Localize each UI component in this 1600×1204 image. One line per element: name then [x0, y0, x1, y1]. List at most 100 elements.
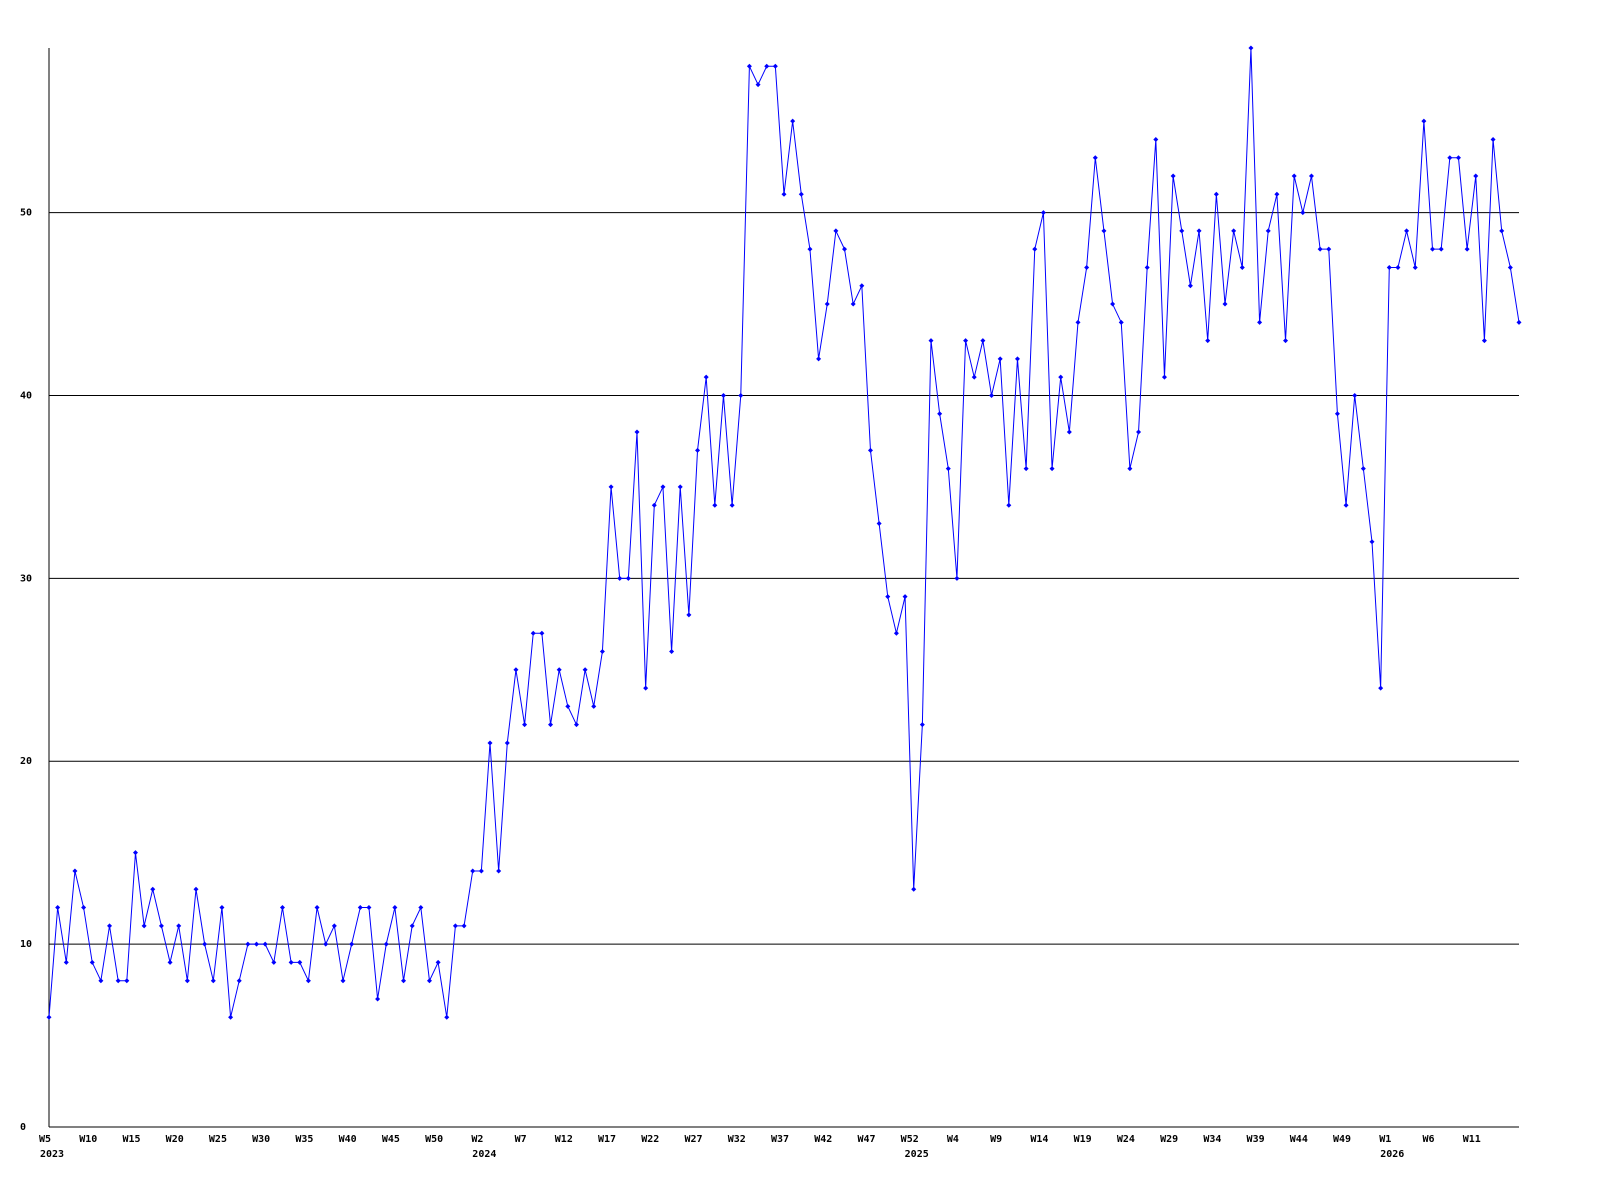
x-tick-label: W14 [1030, 1134, 1048, 1145]
data-point [1118, 319, 1124, 325]
data-point [651, 502, 657, 508]
data-point [1213, 191, 1219, 197]
data-point [184, 978, 190, 984]
y-tick-label: 30 [20, 573, 32, 584]
data-point [539, 630, 545, 636]
x-tick-label: W10 [79, 1134, 97, 1145]
data-point [487, 740, 493, 746]
data-point [599, 649, 605, 655]
data-point [98, 978, 104, 984]
data-point [1473, 173, 1479, 179]
data-point [1205, 338, 1211, 344]
data-point [1378, 685, 1384, 691]
data-point [1101, 228, 1107, 234]
data-point [262, 941, 268, 947]
data-point [1136, 429, 1142, 435]
y-tick-label: 10 [20, 939, 32, 950]
data-point [746, 63, 752, 69]
data-point [1179, 228, 1185, 234]
x-tick-label: W35 [295, 1134, 313, 1145]
data-point [1464, 246, 1470, 252]
data-point [695, 447, 701, 453]
x-tick-label: W11 [1463, 1134, 1481, 1145]
data-point [850, 301, 856, 307]
data-point [677, 484, 683, 490]
data-point [1481, 338, 1487, 344]
data-point [470, 868, 476, 874]
data-point [1352, 392, 1358, 398]
data-point [1395, 264, 1401, 270]
data-point [1239, 264, 1245, 270]
data-point [1170, 173, 1176, 179]
data-point [81, 905, 87, 911]
data-point [1326, 246, 1332, 252]
data-point [383, 941, 389, 947]
x-tick-label: W45 [382, 1134, 400, 1145]
x-tick-label: W50 [425, 1134, 443, 1145]
data-point [1248, 45, 1254, 51]
data-point [971, 374, 977, 380]
data-point [954, 575, 960, 581]
data-point [1369, 539, 1375, 545]
data-point [107, 923, 113, 929]
data-point [919, 722, 925, 728]
data-point [202, 941, 208, 947]
data-point [1187, 283, 1193, 289]
data-point [1447, 155, 1453, 161]
data-point [608, 484, 614, 490]
data-point [556, 667, 562, 673]
data-point [176, 923, 182, 929]
data-point [1317, 246, 1323, 252]
x-year-label: 2024 [472, 1149, 496, 1160]
data-point [401, 978, 407, 984]
x-tick-label: W47 [857, 1134, 875, 1145]
y-tick-label: 0 [20, 1122, 26, 1133]
data-point [833, 228, 839, 234]
data-point [236, 978, 242, 984]
data-point [288, 959, 294, 965]
x-tick-label: W52 [901, 1134, 919, 1145]
x-tick-label: W7 [515, 1134, 527, 1145]
data-point [902, 594, 908, 600]
data-point [72, 868, 78, 874]
data-point [997, 356, 1003, 362]
data-point [1014, 356, 1020, 362]
data-point [1412, 264, 1418, 270]
y-tick-label: 40 [20, 390, 32, 401]
data-point [755, 82, 761, 88]
data-point [1161, 374, 1167, 380]
data-point [478, 868, 484, 874]
data-point [1360, 466, 1366, 472]
data-point [1265, 228, 1271, 234]
data-point [435, 959, 441, 965]
data-point [859, 283, 865, 289]
x-tick-label: W6 [1423, 1134, 1435, 1145]
data-point [1421, 118, 1427, 124]
x-tick-label: W2 [471, 1134, 483, 1145]
x-tick-label: W44 [1290, 1134, 1308, 1145]
x-tick-label: W25 [209, 1134, 227, 1145]
data-point [591, 703, 597, 709]
data-point [1430, 246, 1436, 252]
data-point [1231, 228, 1237, 234]
x-tick-label: W5 [39, 1134, 51, 1145]
data-point [1110, 301, 1116, 307]
data-point [1066, 429, 1072, 435]
data-point [124, 978, 130, 984]
data-point [1499, 228, 1505, 234]
data-point [340, 978, 346, 984]
data-point [409, 923, 415, 929]
data-point [1257, 319, 1263, 325]
data-point [1092, 155, 1098, 161]
data-point [297, 959, 303, 965]
data-point [634, 429, 640, 435]
data-point [548, 722, 554, 728]
data-point [980, 338, 986, 344]
data-point [331, 923, 337, 929]
data-point [928, 338, 934, 344]
data-point [349, 941, 355, 947]
data-point [1404, 228, 1410, 234]
data-point [89, 959, 95, 965]
data-point [824, 301, 830, 307]
